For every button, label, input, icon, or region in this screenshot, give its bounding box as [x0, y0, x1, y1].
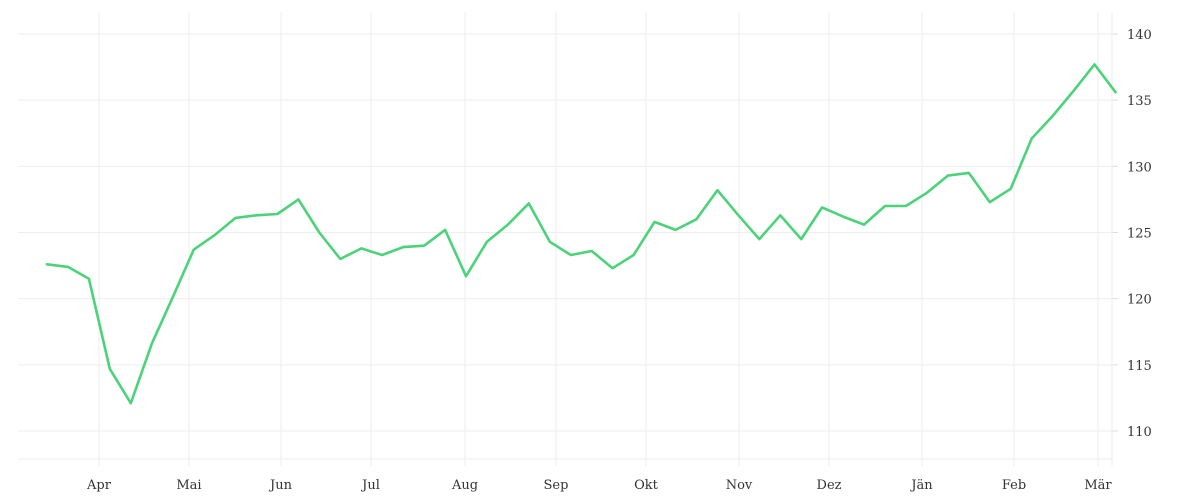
- x-tick-label: Nov: [726, 478, 753, 493]
- y-tick-label: 110: [1127, 425, 1152, 440]
- y-tick-label: 115: [1127, 359, 1152, 374]
- y-tick-label: 135: [1127, 94, 1152, 109]
- series-line: [45, 63, 1117, 405]
- x-tick-label: Mai: [176, 478, 201, 493]
- y-tick-label: 120: [1127, 293, 1152, 308]
- y-tick-label: 125: [1127, 227, 1152, 242]
- y-axis: 110 115 120 125 130 135 140: [1127, 28, 1152, 440]
- series-layer: [45, 63, 1117, 405]
- x-tick-label: Jun: [268, 478, 293, 493]
- x-tick-label: Okt: [634, 478, 659, 493]
- x-tick-label: Jul: [360, 478, 380, 493]
- x-tick-label: Sep: [544, 478, 569, 493]
- x-tick-label: Mär: [1084, 478, 1112, 493]
- x-axis: Apr Mai Jun Jul Aug Sep Okt Nov Dez Jän Feb Mär: [86, 478, 1112, 493]
- x-tick-label: Feb: [1002, 478, 1026, 493]
- chart-grid: [18, 12, 1118, 466]
- x-tick-label: Aug: [451, 478, 478, 493]
- y-tick-label: 140: [1127, 28, 1152, 43]
- y-tick-label: 130: [1127, 160, 1152, 175]
- x-tick-label: Apr: [86, 478, 112, 493]
- x-tick-label: Dez: [817, 478, 842, 493]
- x-tick-label: Jän: [909, 478, 933, 493]
